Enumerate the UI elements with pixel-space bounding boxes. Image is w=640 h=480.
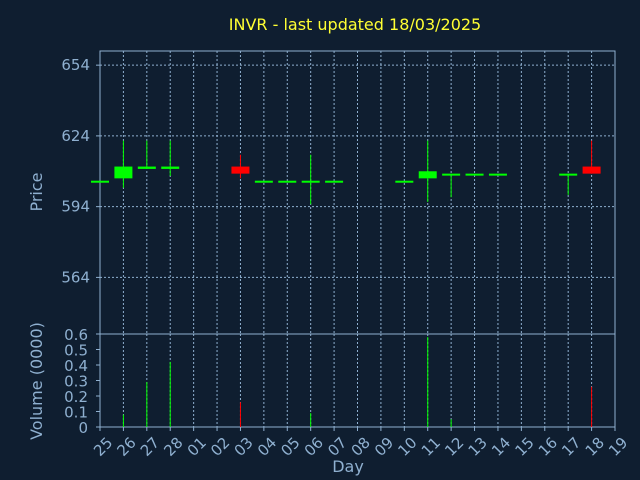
candle-body: [114, 166, 133, 179]
x-tick-label: 17: [558, 434, 584, 460]
x-tick-label: 07: [324, 434, 350, 460]
volume-axis-label: Volume (0000): [27, 322, 46, 440]
candle-body: [231, 166, 250, 174]
candle-body: [254, 180, 273, 183]
volume-tick-label: 0.6: [64, 326, 88, 344]
volume-tick-label: 0.5: [64, 342, 88, 360]
volume-panel: 00.10.20.30.40.50.6: [64, 326, 616, 437]
volume-tick-label: 0.3: [64, 373, 88, 391]
x-tick-label: 15: [511, 434, 537, 460]
x-tick-label: 25: [90, 434, 116, 460]
price-tick-label: 594: [61, 198, 90, 216]
price-tick-label: 654: [61, 56, 90, 74]
price-axis-label: Price: [27, 172, 46, 211]
x-tick-label: 16: [535, 434, 561, 460]
volume-tick-label: 0.2: [64, 388, 88, 406]
candle-body: [137, 166, 156, 169]
x-axis: 2526272801020304050607080910111213141516…: [90, 427, 631, 460]
candle-body: [395, 180, 414, 183]
candle-body: [442, 173, 461, 176]
candle-body: [418, 171, 437, 179]
x-tick-label: 26: [113, 434, 139, 460]
volume-tick-label: 0.4: [64, 357, 88, 375]
candle-body: [488, 173, 507, 176]
candle-body: [582, 166, 601, 174]
x-tick-label: 06: [301, 434, 327, 460]
price-panel: 564 594 624 654: [61, 50, 616, 335]
candle-body: [278, 180, 297, 183]
x-tick-label: 08: [348, 434, 374, 460]
x-tick-label: 12: [441, 434, 467, 460]
x-tick-label: 18: [582, 434, 608, 460]
price-tick-label: 564: [61, 268, 90, 286]
x-tick-label: 09: [371, 434, 397, 460]
candle-body: [91, 180, 109, 183]
volume-tick-label: 0: [78, 419, 88, 437]
x-tick-label: 19: [605, 434, 631, 460]
candle-body: [465, 173, 484, 176]
chart-title: INVR - last updated 18/03/2025: [229, 15, 481, 34]
x-tick-label: 27: [137, 434, 163, 460]
price-tick-label: 624: [61, 127, 90, 145]
x-axis-label: Day: [332, 457, 364, 476]
candle-body: [325, 180, 344, 183]
candle-body: [301, 180, 320, 183]
x-tick-label: 28: [160, 434, 186, 460]
x-tick-label: 13: [465, 434, 491, 460]
x-tick-label: 04: [254, 434, 280, 460]
x-tick-label: 02: [207, 434, 233, 460]
x-tick-label: 05: [277, 434, 303, 460]
x-tick-label: 11: [418, 434, 444, 460]
candle-body: [559, 173, 578, 176]
x-tick-label: 01: [184, 434, 210, 460]
volume-tick-label: 0.1: [64, 404, 88, 422]
x-tick-label: 14: [488, 434, 514, 460]
x-tick-label: 03: [231, 434, 257, 460]
x-tick-label: 10: [394, 434, 420, 460]
candle-body: [161, 166, 180, 169]
